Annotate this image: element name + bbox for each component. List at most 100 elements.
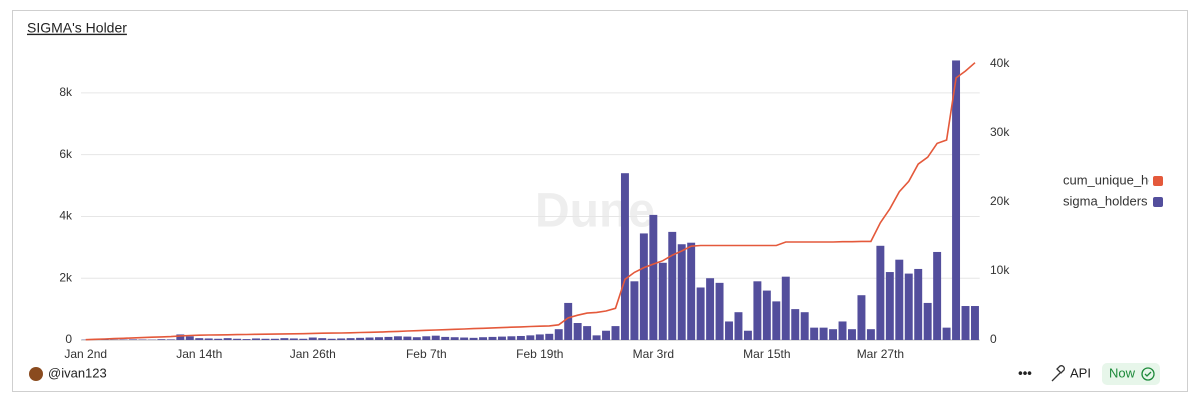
- bar: [384, 336, 393, 340]
- bar: [403, 336, 412, 340]
- bar: [866, 329, 875, 340]
- x-tick-label: Mar 3rd: [633, 347, 674, 361]
- bar: [479, 337, 488, 340]
- bar: [460, 337, 469, 340]
- bar: [261, 338, 270, 340]
- bar: [450, 337, 459, 340]
- bar: [252, 338, 260, 340]
- bar: [895, 259, 904, 340]
- watermark: Dune: [535, 185, 655, 238]
- bar: [762, 290, 771, 340]
- api-icon[interactable]: [1051, 365, 1065, 382]
- x-tick-label: Jan 26th: [290, 347, 336, 361]
- bar: [857, 295, 866, 340]
- bar: [602, 330, 611, 340]
- bar: [393, 336, 402, 340]
- bar: [516, 335, 525, 340]
- bar: [583, 326, 592, 340]
- bar: [431, 335, 440, 340]
- x-tick-label: Mar 15th: [743, 347, 790, 361]
- bar: [469, 337, 478, 340]
- bar: [668, 231, 677, 340]
- x-tick-label: Jan 14th: [176, 347, 222, 361]
- y-tick-label: 4k: [59, 209, 73, 223]
- bar: [819, 327, 828, 340]
- y2-tick-label: 20k: [990, 194, 1010, 208]
- card-border: [12, 10, 1188, 392]
- bar: [970, 306, 979, 340]
- bar: [526, 335, 535, 340]
- legend-label: sigma_holders: [1063, 193, 1148, 208]
- bar: [639, 233, 648, 340]
- y2-tick-label: 0: [990, 332, 997, 346]
- bar: [545, 333, 554, 340]
- bar: [564, 302, 573, 340]
- bar: [270, 338, 279, 340]
- bar: [848, 329, 856, 340]
- bar: [687, 242, 696, 340]
- bar: [195, 338, 204, 340]
- status-icon: [1141, 367, 1155, 381]
- bar: [876, 245, 885, 340]
- bar: [810, 327, 819, 340]
- api-link[interactable]: API: [1070, 365, 1091, 380]
- bar: [337, 338, 346, 340]
- y2-tick-label: 30k: [990, 125, 1010, 139]
- y-tick-label: 0: [65, 332, 72, 346]
- bar: [829, 329, 838, 340]
- bar: [497, 336, 506, 340]
- bar: [620, 173, 629, 340]
- y-tick-label: 6k: [59, 147, 73, 161]
- bar: [743, 330, 752, 340]
- bar: [885, 272, 894, 340]
- bar: [488, 336, 497, 340]
- y-tick-label: 8k: [59, 85, 73, 99]
- bar: [375, 337, 383, 340]
- bar: [573, 323, 582, 340]
- more-menu[interactable]: •••: [1018, 365, 1032, 380]
- bar: [800, 312, 809, 340]
- y-tick-label: 2k: [59, 270, 73, 284]
- status-check: [1144, 371, 1152, 377]
- bar: [696, 287, 705, 340]
- bar: [942, 327, 951, 340]
- bar: [535, 334, 544, 340]
- bar: [166, 339, 175, 340]
- x-tick-label: Mar 27th: [857, 347, 904, 361]
- bar: [658, 262, 667, 340]
- bar: [233, 338, 242, 340]
- bar: [327, 338, 336, 340]
- bar: [308, 337, 317, 340]
- bar: [280, 338, 289, 340]
- bar: [611, 326, 620, 340]
- bar: [933, 251, 942, 340]
- bar: [157, 339, 166, 340]
- bar: [753, 281, 762, 340]
- bar: [706, 278, 715, 340]
- status-text: Now: [1109, 365, 1136, 380]
- bar: [649, 214, 658, 340]
- avatar[interactable]: [29, 367, 43, 381]
- bar: [242, 339, 251, 340]
- bar: [223, 338, 232, 340]
- legend-swatch: [1153, 176, 1163, 186]
- user-name[interactable]: @ivan123: [48, 365, 107, 380]
- bar: [952, 60, 961, 340]
- bar: [630, 281, 639, 340]
- bar: [346, 338, 355, 340]
- bar: [961, 306, 970, 340]
- bar: [356, 337, 365, 340]
- bar: [185, 336, 194, 340]
- bar: [318, 338, 327, 340]
- x-tick-label: Jan 2nd: [64, 347, 107, 361]
- line: [85, 62, 976, 341]
- bar: [838, 321, 847, 340]
- chart-title[interactable]: SIGMA's Holder: [27, 20, 127, 36]
- y2-tick-label: 40k: [990, 56, 1010, 70]
- x-tick-label: Feb 7th: [406, 347, 447, 361]
- legend: cum_unique_holders sigma_holders: [1063, 172, 1149, 208]
- footer: @ivan123 ••• API Now: [29, 363, 1160, 385]
- bar: [772, 301, 781, 340]
- bar: [904, 273, 913, 340]
